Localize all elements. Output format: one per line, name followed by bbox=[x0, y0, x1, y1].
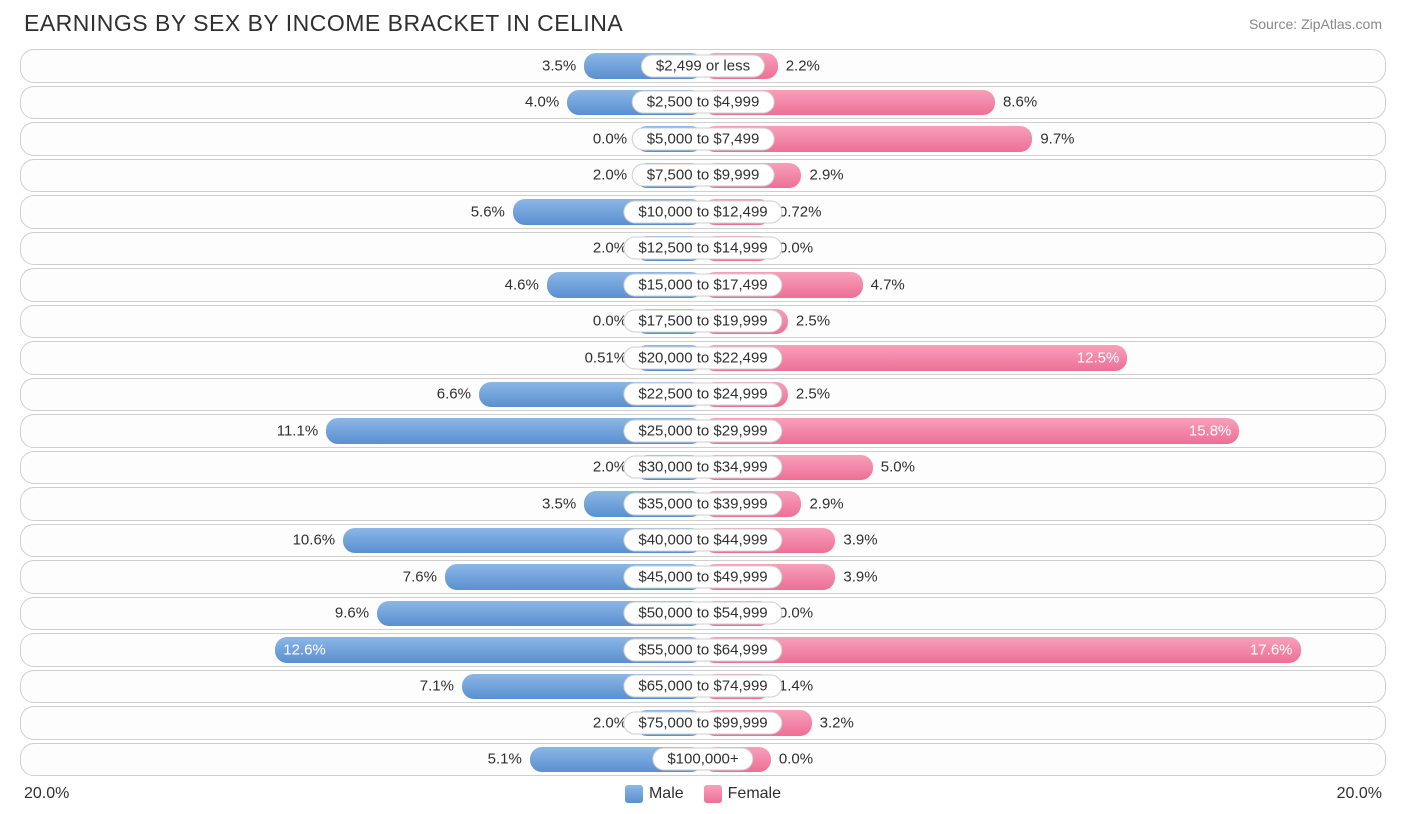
chart-row: 0.51% 12.5% $20,000 to $22,499 bbox=[20, 341, 1386, 375]
male-pct-label: 4.6% bbox=[505, 276, 539, 293]
bracket-label: $55,000 to $64,999 bbox=[623, 638, 782, 661]
female-bar bbox=[703, 418, 1239, 444]
female-pct-label: 2.5% bbox=[796, 313, 830, 330]
chart-title: EARNINGS BY SEX BY INCOME BRACKET IN CEL… bbox=[24, 10, 623, 37]
male-pct-label: 6.6% bbox=[437, 386, 471, 403]
legend-female-label: Female bbox=[728, 785, 781, 803]
legend-male-label: Male bbox=[649, 785, 684, 803]
chart-header: EARNINGS BY SEX BY INCOME BRACKET IN CEL… bbox=[0, 0, 1406, 49]
legend-item-female: Female bbox=[704, 785, 781, 803]
bracket-label: $40,000 to $44,999 bbox=[623, 529, 782, 552]
female-swatch-icon bbox=[704, 785, 722, 803]
chart-row: 2.0% 2.9% $7,500 to $9,999 bbox=[20, 159, 1386, 193]
female-pct-label: 2.2% bbox=[786, 57, 820, 74]
male-pct-label: 7.1% bbox=[420, 678, 454, 695]
chart-source: Source: ZipAtlas.com bbox=[1249, 16, 1382, 32]
chart-row: 2.0% 5.0% $30,000 to $34,999 bbox=[20, 451, 1386, 485]
chart-row: 6.6% 2.5% $22,500 to $24,999 bbox=[20, 378, 1386, 412]
female-pct-label: 4.7% bbox=[871, 276, 905, 293]
male-pct-label: 0.51% bbox=[585, 349, 628, 366]
chart-row: 11.1% 15.8% $25,000 to $29,999 bbox=[20, 414, 1386, 448]
female-bar bbox=[703, 637, 1301, 663]
bracket-label: $35,000 to $39,999 bbox=[623, 492, 782, 515]
female-pct-label: 3.9% bbox=[843, 568, 877, 585]
chart-row: 7.1% 1.4%$65,000 to $74,999 bbox=[20, 670, 1386, 704]
bracket-label: $15,000 to $17,499 bbox=[623, 273, 782, 296]
male-pct-label: 2.0% bbox=[593, 167, 627, 184]
bracket-label: $20,000 to $22,499 bbox=[623, 346, 782, 369]
female-pct-label: 3.2% bbox=[820, 714, 854, 731]
bracket-label: $45,000 to $49,999 bbox=[623, 565, 782, 588]
female-pct-label: 0.0% bbox=[779, 751, 813, 768]
bracket-label: $2,499 or less bbox=[641, 54, 765, 77]
legend: Male Female bbox=[625, 785, 781, 803]
female-pct-label: 3.9% bbox=[843, 532, 877, 549]
bracket-label: $30,000 to $34,999 bbox=[623, 456, 782, 479]
female-pct-label: 5.0% bbox=[881, 459, 915, 476]
chart-row: 7.6% 3.9% $45,000 to $49,999 bbox=[20, 560, 1386, 594]
female-pct-label: 15.8% bbox=[1189, 422, 1232, 439]
female-pct-label: 9.7% bbox=[1040, 130, 1074, 147]
bracket-label: $50,000 to $54,999 bbox=[623, 602, 782, 625]
male-pct-label: 0.0% bbox=[593, 313, 627, 330]
chart-row: 2.0% 0.0%$12,500 to $14,999 bbox=[20, 232, 1386, 266]
male-pct-label: 11.1% bbox=[277, 422, 318, 439]
axis-max-left: 20.0% bbox=[24, 785, 69, 803]
female-pct-label: 8.6% bbox=[1003, 94, 1037, 111]
bracket-label: $100,000+ bbox=[652, 748, 753, 771]
chart-row: 10.6% 3.9% $40,000 to $44,999 bbox=[20, 524, 1386, 558]
bracket-label: $5,000 to $7,499 bbox=[632, 127, 775, 150]
male-pct-label: 2.0% bbox=[593, 714, 627, 731]
chart-footer: 20.0% Male Female 20.0% bbox=[0, 779, 1406, 803]
chart-row: 4.0% 8.6% $2,500 to $4,999 bbox=[20, 86, 1386, 120]
male-pct-label: 3.5% bbox=[542, 57, 576, 74]
chart-row: 0.0% 2.5% $17,500 to $19,999 bbox=[20, 305, 1386, 339]
female-pct-label: 0.0% bbox=[779, 605, 813, 622]
bracket-label: $12,500 to $14,999 bbox=[623, 237, 782, 260]
bracket-label: $65,000 to $74,999 bbox=[623, 675, 782, 698]
male-pct-label: 4.0% bbox=[525, 94, 559, 111]
chart-row: 3.5% 2.2% $2,499 or less bbox=[20, 49, 1386, 83]
male-pct-label: 5.1% bbox=[488, 751, 522, 768]
female-pct-label: 1.4% bbox=[779, 678, 813, 695]
bracket-label: $75,000 to $99,999 bbox=[623, 711, 782, 734]
male-swatch-icon bbox=[625, 785, 643, 803]
chart-row: 12.6% 17.6% $55,000 to $64,999 bbox=[20, 633, 1386, 667]
axis-max-right: 20.0% bbox=[1337, 785, 1382, 803]
male-pct-label: 5.6% bbox=[471, 203, 505, 220]
female-pct-label: 0.0% bbox=[779, 240, 813, 257]
male-pct-label: 2.0% bbox=[593, 459, 627, 476]
chart-body: 3.5% 2.2% $2,499 or less 4.0% 8.6% $2,500 to … bbox=[0, 49, 1406, 776]
chart-row: 3.5% 2.9% $35,000 to $39,999 bbox=[20, 487, 1386, 521]
chart-row: 4.6% 4.7% $15,000 to $17,499 bbox=[20, 268, 1386, 302]
chart-row: 0.0% 9.7% $5,000 to $7,499 bbox=[20, 122, 1386, 156]
female-pct-label: 17.6% bbox=[1250, 641, 1293, 658]
bracket-label: $17,500 to $19,999 bbox=[623, 310, 782, 333]
female-pct-label: 2.5% bbox=[796, 386, 830, 403]
female-pct-label: 0.72% bbox=[779, 203, 822, 220]
male-pct-label: 3.5% bbox=[542, 495, 576, 512]
bracket-label: $7,500 to $9,999 bbox=[632, 164, 775, 187]
male-pct-label: 12.6% bbox=[283, 641, 326, 658]
chart-row: 2.0% 3.2% $75,000 to $99,999 bbox=[20, 706, 1386, 740]
chart-row: 9.6% 0.0%$50,000 to $54,999 bbox=[20, 597, 1386, 631]
legend-item-male: Male bbox=[625, 785, 684, 803]
bracket-label: $25,000 to $29,999 bbox=[623, 419, 782, 442]
male-pct-label: 9.6% bbox=[335, 605, 369, 622]
female-pct-label: 2.9% bbox=[809, 495, 843, 512]
bracket-label: $10,000 to $12,499 bbox=[623, 200, 782, 223]
male-pct-label: 10.6% bbox=[293, 532, 336, 549]
chart-row: 5.6% 0.72%$10,000 to $12,499 bbox=[20, 195, 1386, 229]
female-pct-label: 12.5% bbox=[1077, 349, 1120, 366]
bracket-label: $22,500 to $24,999 bbox=[623, 383, 782, 406]
female-pct-label: 2.9% bbox=[809, 167, 843, 184]
male-pct-label: 2.0% bbox=[593, 240, 627, 257]
male-pct-label: 0.0% bbox=[593, 130, 627, 147]
bracket-label: $2,500 to $4,999 bbox=[632, 91, 775, 114]
chart-row: 5.1% 0.0% $100,000+ bbox=[20, 743, 1386, 777]
male-pct-label: 7.6% bbox=[403, 568, 437, 585]
